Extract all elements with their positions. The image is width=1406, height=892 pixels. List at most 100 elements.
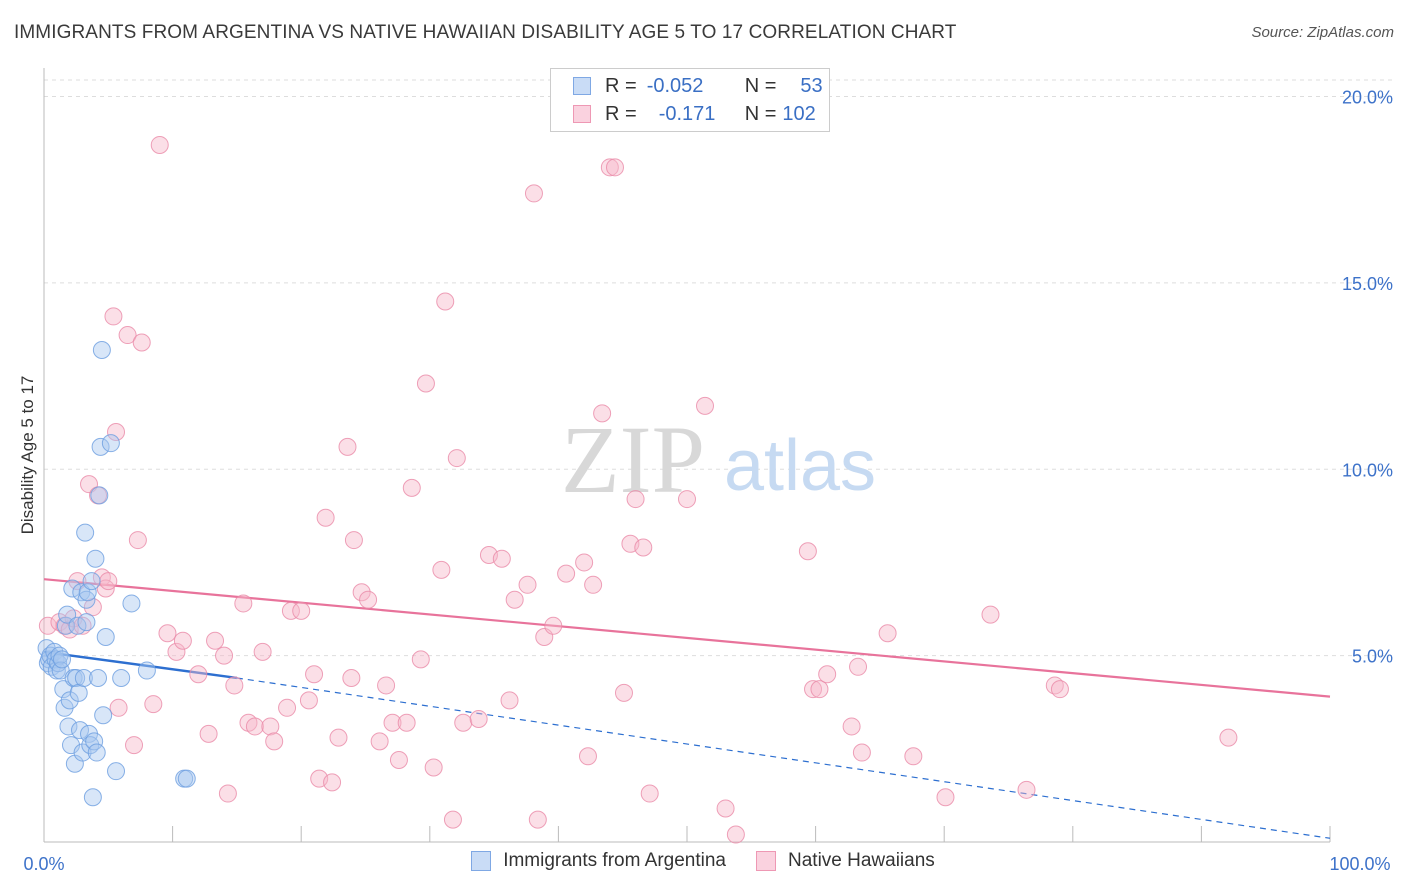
point-argentina	[58, 605, 77, 624]
point-native-hawaiian	[500, 691, 519, 710]
point-native-hawaiian	[818, 665, 837, 684]
point-argentina	[92, 340, 111, 359]
point-native-hawaiian	[329, 728, 348, 747]
point-native-hawaiian	[1050, 680, 1069, 699]
point-native-hawaiian	[125, 736, 144, 755]
point-native-hawaiian	[804, 680, 823, 699]
legend-r-label: R =	[605, 102, 637, 125]
point-native-hawaiian	[253, 642, 272, 661]
point-argentina	[63, 579, 82, 598]
watermark-zip: ZIP	[561, 406, 705, 513]
point-native-hawaiian	[424, 758, 443, 777]
chart-title: IMMIGRANTS FROM ARGENTINA VS NATIVE HAWA…	[14, 22, 957, 43]
point-argentina	[82, 572, 101, 591]
point-native-hawaiian	[416, 374, 435, 393]
point-argentina	[87, 743, 106, 762]
point-native-hawaiian	[842, 717, 861, 736]
x-tick-label: 100.0%	[1329, 854, 1390, 874]
point-argentina	[54, 680, 73, 699]
legend-swatch-argentina	[471, 851, 492, 871]
point-native-hawaiian	[605, 158, 624, 177]
point-native-hawaiian	[370, 732, 389, 751]
legend-swatch-argentina	[573, 77, 591, 95]
point-native-hawaiian	[99, 572, 118, 591]
point-native-hawaiian	[359, 590, 378, 609]
legend-r-value: -0.052	[646, 74, 704, 97]
point-argentina	[96, 627, 115, 646]
point-native-hawaiian	[173, 631, 192, 650]
point-native-hawaiian	[218, 784, 237, 803]
point-native-hawaiian	[614, 683, 633, 702]
source-label: Source: ZipAtlas.com	[1251, 24, 1394, 41]
legend-r-label: R =	[605, 74, 637, 97]
point-native-hawaiian	[199, 724, 218, 743]
point-argentina	[71, 721, 90, 740]
point-native-hawaiian	[936, 788, 955, 807]
point-native-hawaiian	[281, 601, 300, 620]
point-native-hawaiian	[1219, 728, 1238, 747]
y-tick-label: 15.0%	[1342, 274, 1393, 294]
point-argentina	[53, 650, 72, 669]
point-native-hawaiian	[107, 422, 126, 441]
point-native-hawaiian	[447, 449, 466, 468]
trend-lines	[43, 578, 1331, 839]
legend-row-argentina: R = -0.052 N = 53	[573, 72, 823, 100]
point-native-hawaiian	[316, 508, 335, 527]
legend-swatch-hawaiians	[756, 851, 776, 871]
series-legend: Immigrants from Argentina Native Hawaiia…	[0, 850, 1406, 872]
point-native-hawaiian	[600, 158, 619, 177]
x-tick-labels: 0.0% 100.0%	[23, 854, 1390, 874]
point-argentina	[74, 668, 93, 687]
point-native-hawaiian	[852, 743, 871, 762]
legend-r-value: -0.171	[658, 102, 716, 125]
point-native-hawaiian	[104, 307, 123, 326]
legend-n-value: 53	[800, 74, 823, 97]
point-argentina	[137, 661, 156, 680]
point-native-hawaiian	[1017, 780, 1036, 799]
point-native-hawaiian	[305, 665, 324, 684]
point-native-hawaiian	[338, 437, 357, 456]
point-native-hawaiian	[810, 680, 829, 699]
point-native-hawaiian	[377, 676, 396, 695]
point-native-hawaiian	[132, 333, 151, 352]
point-native-hawaiian	[904, 747, 923, 766]
point-native-hawaiian	[634, 538, 653, 557]
point-argentina	[67, 668, 86, 687]
point-argentina	[91, 437, 110, 456]
point-argentina	[122, 594, 141, 613]
y-tick-labels: 5.0% 10.0% 15.0% 20.0%	[1342, 88, 1393, 667]
point-native-hawaiian	[505, 590, 524, 609]
point-argentina	[101, 434, 120, 453]
gridlines	[44, 79, 1395, 657]
legend-n-value: 102	[782, 102, 816, 125]
point-argentina	[76, 523, 95, 542]
point-native-hawaiian	[278, 698, 297, 717]
point-argentina	[68, 616, 87, 635]
point-native-hawaiian	[128, 531, 147, 550]
point-native-hawaiian	[528, 810, 547, 829]
point-native-hawaiian	[342, 668, 361, 687]
y-tick-label: 10.0%	[1342, 460, 1393, 480]
point-argentina	[107, 762, 126, 781]
point-argentina	[78, 583, 97, 602]
point-native-hawaiian	[678, 490, 696, 509]
point-native-hawaiian	[150, 135, 169, 154]
point-native-hawaiian	[118, 326, 137, 345]
point-native-hawaiian	[411, 650, 430, 669]
point-native-hawaiian	[144, 695, 163, 714]
point-native-hawaiian	[878, 624, 897, 643]
point-native-hawaiian	[849, 657, 868, 676]
point-native-hawaiian	[234, 594, 253, 613]
point-argentina	[47, 661, 66, 680]
point-argentina	[90, 486, 109, 505]
trend-line-argentina-extrapolated	[236, 677, 1331, 839]
point-native-hawaiian	[215, 646, 234, 665]
point-native-hawaiian	[389, 750, 408, 769]
stats-legend: R = -0.052 N = 53 R = -0.171 N = 102	[550, 68, 830, 132]
point-native-hawaiian	[292, 601, 311, 620]
point-native-hawaiian	[518, 575, 537, 594]
point-native-hawaiian	[206, 631, 225, 650]
point-native-hawaiian	[245, 717, 264, 736]
point-native-hawaiian	[557, 564, 576, 583]
